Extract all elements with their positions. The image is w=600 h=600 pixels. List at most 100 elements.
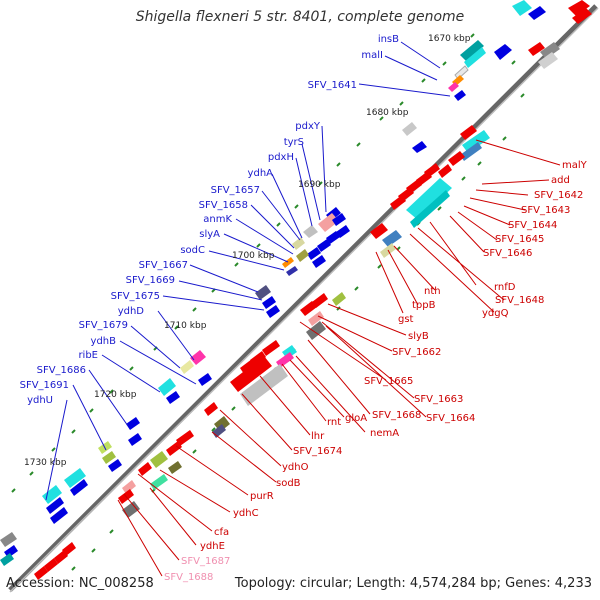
gene-feature	[150, 451, 168, 468]
kbp-label: 1680 kbp	[366, 108, 409, 118]
gene-feature	[230, 356, 272, 392]
gene-label: ydhO	[282, 462, 309, 473]
gene-label: SFV_1668	[372, 410, 421, 421]
gene-label: gst	[398, 314, 414, 325]
gene-feature	[336, 225, 350, 238]
gene-label: SFV_1663	[414, 394, 463, 405]
gene-label: ydhE	[200, 541, 225, 552]
gene-label: tppB	[412, 300, 436, 311]
gene-feature	[180, 360, 194, 374]
gene-feature	[312, 255, 326, 268]
gene-label: ydhC	[233, 508, 259, 519]
gene-feature	[70, 479, 88, 496]
gene-label: SFV_1686	[37, 365, 86, 376]
gene-feature	[460, 142, 482, 161]
gene-feature	[448, 82, 459, 92]
gene-feature	[282, 257, 294, 268]
gene-label: ydhD	[118, 306, 145, 317]
gene-feature	[410, 190, 450, 228]
gene-label: lhr	[311, 431, 325, 442]
gene-label: SFV_1675	[111, 291, 160, 302]
gene-label: ydhU	[27, 395, 53, 406]
gene-feature	[102, 451, 116, 464]
gene-label: SFV_1645	[495, 234, 544, 245]
gene-label: SFV_1658	[199, 200, 248, 211]
gene-feature	[462, 130, 490, 153]
gene-feature	[312, 293, 328, 308]
kbp-label: 1700 kbp	[232, 251, 275, 261]
gene-feature	[54, 550, 68, 564]
gene-feature	[460, 125, 477, 140]
gene-feature	[158, 378, 176, 396]
gene-label: sodC	[180, 245, 205, 256]
reverse-genes	[34, 0, 592, 580]
gene-feature	[0, 532, 17, 547]
gene-feature	[494, 44, 512, 60]
gene-label: add	[551, 175, 570, 186]
gene-label: purR	[250, 491, 274, 502]
gene-feature	[198, 373, 212, 386]
gene-label: rnfD	[494, 282, 516, 293]
gene-label: SFV_1674	[293, 446, 342, 457]
gene-feature	[512, 0, 532, 16]
gene-feature	[303, 225, 318, 238]
gene-label: gloA	[345, 413, 367, 424]
gene-feature	[296, 249, 309, 262]
gene-feature	[326, 231, 340, 244]
gene-feature	[42, 485, 62, 504]
gene-label: ydhB	[91, 336, 117, 347]
reverse-leader-lines	[117, 139, 561, 577]
genome-title: Shigella flexneri 5 str. 8401, complete …	[135, 9, 465, 25]
kbp-label: 1690 kbp	[298, 180, 341, 190]
gene-feature	[122, 480, 136, 494]
gene-feature	[307, 247, 321, 260]
gene-feature	[46, 497, 64, 514]
gene-feature	[64, 468, 86, 488]
gene-feature	[528, 42, 545, 56]
gene-feature	[166, 441, 182, 456]
gene-label: SFV_1657	[211, 185, 260, 196]
gene-feature	[390, 195, 406, 210]
gene-label: pdxH	[268, 152, 294, 163]
gene-feature	[240, 364, 288, 406]
gene-label: SFV_1646	[483, 248, 532, 259]
kbp-label: 1670 kbp	[428, 34, 471, 44]
gene-label: nemA	[370, 428, 399, 439]
gene-label: SFV_1691	[20, 380, 69, 391]
gene-feature	[44, 558, 58, 572]
gene-feature	[138, 462, 152, 476]
gene-label: tyrS	[284, 137, 304, 148]
gene-label: SFV_1644	[508, 220, 557, 231]
gene-label: SFV_1667	[139, 260, 188, 271]
gene-feature	[528, 6, 546, 20]
forward-leader-lines	[45, 41, 451, 501]
gene-feature	[262, 340, 280, 356]
forward-genes	[0, 0, 546, 566]
gene-feature	[332, 213, 346, 226]
gene-label: slyA	[199, 229, 220, 240]
gene-label: rnt	[327, 417, 341, 428]
gene-label: nth	[424, 286, 441, 297]
gene-label: SFV_1648	[495, 295, 544, 306]
gene-feature	[108, 459, 122, 472]
gene-label: SFV_1643	[521, 205, 570, 216]
gene-label: malI	[361, 50, 383, 61]
gene-label: cfa	[214, 527, 229, 538]
gene-label: SFV_1665	[364, 376, 413, 387]
gene-feature	[406, 178, 452, 220]
gene-label: slyB	[408, 331, 429, 342]
gene-feature	[568, 0, 590, 16]
summary-text: Topology: circular; Length: 4,574,284 bp…	[234, 576, 592, 591]
reverse-gene-labels: malY add SFV_1642 SFV_1643 SFV_1644 SFV_…	[164, 160, 588, 583]
gene-feature	[286, 266, 298, 276]
gene-feature	[300, 301, 317, 316]
gene-label: insB	[378, 34, 399, 45]
gene-feature	[308, 311, 324, 326]
gene-feature	[34, 566, 48, 580]
gene-feature	[262, 296, 276, 309]
gene-label: anmK	[203, 214, 232, 225]
gene-feature	[402, 122, 417, 136]
gene-feature	[240, 359, 256, 374]
gene-feature	[292, 237, 305, 250]
